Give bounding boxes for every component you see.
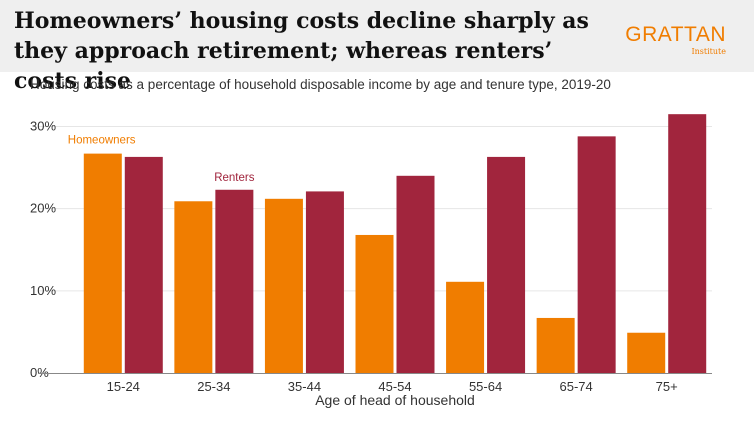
bar-renters-25-34 [215,189,254,373]
y-axis-ticks: 0% 10% 20% 30% [30,119,56,381]
logo-text: GRATTAN [625,23,726,46]
bar-renters-55-64 [487,156,526,373]
x-tick-label: 15-24 [107,379,140,394]
x-tick-label: 55-64 [469,379,502,394]
grattan-logo: GRATTAN Institute [625,23,726,57]
x-tick-label: 75+ [656,379,678,394]
bar-homeowners-25-34 [174,201,213,373]
header-band [0,0,754,72]
series-label-homeowners: Homeowners [68,135,136,147]
x-tick-label: 35-44 [288,379,321,394]
x-axis-title: Age of head of household [315,392,475,408]
logo-subtext: Institute [691,47,726,56]
bar-renters-45-54 [396,175,435,373]
chart-subtitle: Housing costs as a percentage of househo… [30,77,611,92]
bar-renters-75+ [668,114,707,374]
y-tick-label: 30% [30,119,56,134]
bar-homeowners-75+ [627,332,666,373]
x-tick-label: 65-74 [560,379,593,394]
x-tick-label: 25-34 [197,379,230,394]
bar-renters-65-74 [577,136,616,373]
y-tick-label: 10% [30,283,56,298]
chart-title: Homeowners’ housing costs decline sharpl… [14,8,589,94]
y-tick-label: 20% [30,201,56,216]
bar-renters-35-44 [305,191,344,373]
bar-renters-15-24 [124,156,163,373]
bar-homeowners-55-64 [446,281,485,373]
bar-homeowners-15-24 [83,153,122,373]
bars [83,114,707,374]
series-label-renters: Renters [214,172,255,184]
y-tick-label: 0% [30,365,49,380]
bar-homeowners-45-54 [355,234,394,373]
bar-homeowners-35-44 [264,198,303,373]
x-tick-label: 45-54 [378,379,411,394]
x-axis-ticks: 15-24 25-34 35-44 45-54 55-64 65-74 75+ [107,379,678,394]
bar-homeowners-65-74 [536,317,575,373]
